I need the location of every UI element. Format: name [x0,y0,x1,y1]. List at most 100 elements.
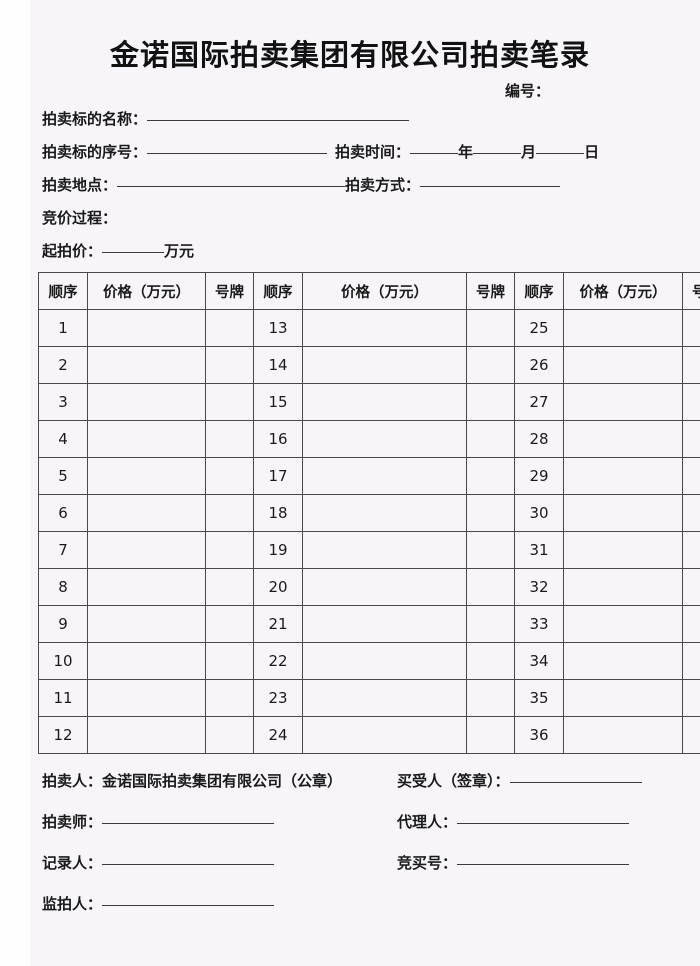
auction-year-input[interactable] [410,153,459,154]
cell-price[interactable] [302,531,467,569]
cell-plate[interactable] [205,679,254,717]
lot-name-input[interactable] [147,120,410,121]
auction-day-input[interactable] [536,153,585,154]
cell-price[interactable] [563,420,683,458]
cell-price[interactable] [87,679,206,717]
cell-plate[interactable] [205,346,254,384]
cell-plate[interactable] [682,679,700,717]
cell-price[interactable] [563,716,683,754]
cell-price[interactable] [87,531,206,569]
cell-price[interactable] [302,309,467,347]
cell-price[interactable] [302,642,467,680]
cell-price[interactable] [302,457,467,495]
header-seq-1: 顺序 [38,272,88,310]
method-label: 拍卖方式： [345,176,421,194]
auctioneer-org-value: 金诺国际拍卖集团有限公司（公章） [102,772,343,790]
cell-plate[interactable] [682,420,700,458]
cell-price[interactable] [87,457,206,495]
cell-plate[interactable] [682,531,700,569]
location-input[interactable] [117,186,346,187]
cell-plate[interactable] [466,346,515,384]
cell-plate[interactable] [682,309,700,347]
cell-price[interactable] [87,494,206,532]
cell-price[interactable] [302,494,467,532]
cell-price[interactable] [302,605,467,643]
cell-plate[interactable] [205,568,254,606]
lot-number-input[interactable] [147,153,328,154]
cell-plate[interactable] [205,494,254,532]
cell-price[interactable] [563,457,683,495]
bidder-no-input[interactable] [457,864,630,865]
cell-plate[interactable] [682,642,700,680]
cell-price[interactable] [302,716,467,754]
agent-input[interactable] [457,823,630,824]
cell-plate[interactable] [205,642,254,680]
cell-price[interactable] [87,716,206,754]
cell-price[interactable] [563,568,683,606]
cell-price[interactable] [302,346,467,384]
cell-plate[interactable] [466,531,515,569]
table-row: 2 14 26 [38,346,700,384]
recorder-label: 记录人： [42,854,103,872]
cell-price[interactable] [87,642,206,680]
cell-seq: 2 [38,346,88,384]
cell-plate[interactable] [205,309,254,347]
cell-plate[interactable] [205,383,254,421]
cell-price[interactable] [87,309,206,347]
table-row: 8 20 32 [38,568,700,606]
auction-month-input[interactable] [473,153,522,154]
cell-price[interactable] [87,568,206,606]
cell-plate[interactable] [466,605,515,643]
auctioneer-input[interactable] [102,823,275,824]
cell-plate[interactable] [682,605,700,643]
cell-plate[interactable] [466,383,515,421]
cell-price[interactable] [87,346,206,384]
cell-seq: 30 [514,494,564,532]
cell-price[interactable] [302,383,467,421]
cell-price[interactable] [563,679,683,717]
cell-price[interactable] [563,309,683,347]
field-agent: 代理人： [397,811,630,832]
cell-seq: 1 [38,309,88,347]
cell-price[interactable] [302,679,467,717]
cell-price[interactable] [563,531,683,569]
cell-price[interactable] [563,605,683,643]
field-auctioneer-org: 拍卖人： 金诺国际拍卖集团有限公司（公章） [42,770,342,791]
cell-plate[interactable] [682,568,700,606]
cell-plate[interactable] [682,457,700,495]
cell-price[interactable] [302,568,467,606]
cell-plate[interactable] [466,716,515,754]
recorder-input[interactable] [102,864,275,865]
cell-price[interactable] [563,346,683,384]
cell-plate[interactable] [466,568,515,606]
cell-plate[interactable] [466,457,515,495]
cell-plate[interactable] [205,420,254,458]
cell-plate[interactable] [682,716,700,754]
cell-plate[interactable] [466,309,515,347]
cell-price[interactable] [302,420,467,458]
cell-plate[interactable] [205,716,254,754]
cell-plate[interactable] [682,383,700,421]
cell-plate[interactable] [682,346,700,384]
cell-price[interactable] [87,605,206,643]
cell-price[interactable] [563,494,683,532]
cell-plate[interactable] [205,531,254,569]
starting-price-input[interactable] [102,252,165,253]
cell-seq: 33 [514,605,564,643]
cell-price[interactable] [87,420,206,458]
cell-plate[interactable] [682,494,700,532]
cell-plate[interactable] [205,457,254,495]
cell-plate[interactable] [466,494,515,532]
cell-price[interactable] [87,383,206,421]
cell-plate[interactable] [205,605,254,643]
cell-seq: 16 [253,420,303,458]
cell-price[interactable] [563,642,683,680]
cell-plate[interactable] [466,642,515,680]
supervisor-input[interactable] [102,905,275,906]
buyer-signature-input[interactable] [509,782,642,783]
cell-plate[interactable] [466,679,515,717]
cell-price[interactable] [563,383,683,421]
signature-row-recorder-bidderno: 记录人： 竞买号： [42,852,662,893]
method-input[interactable] [420,186,561,187]
cell-plate[interactable] [466,420,515,458]
